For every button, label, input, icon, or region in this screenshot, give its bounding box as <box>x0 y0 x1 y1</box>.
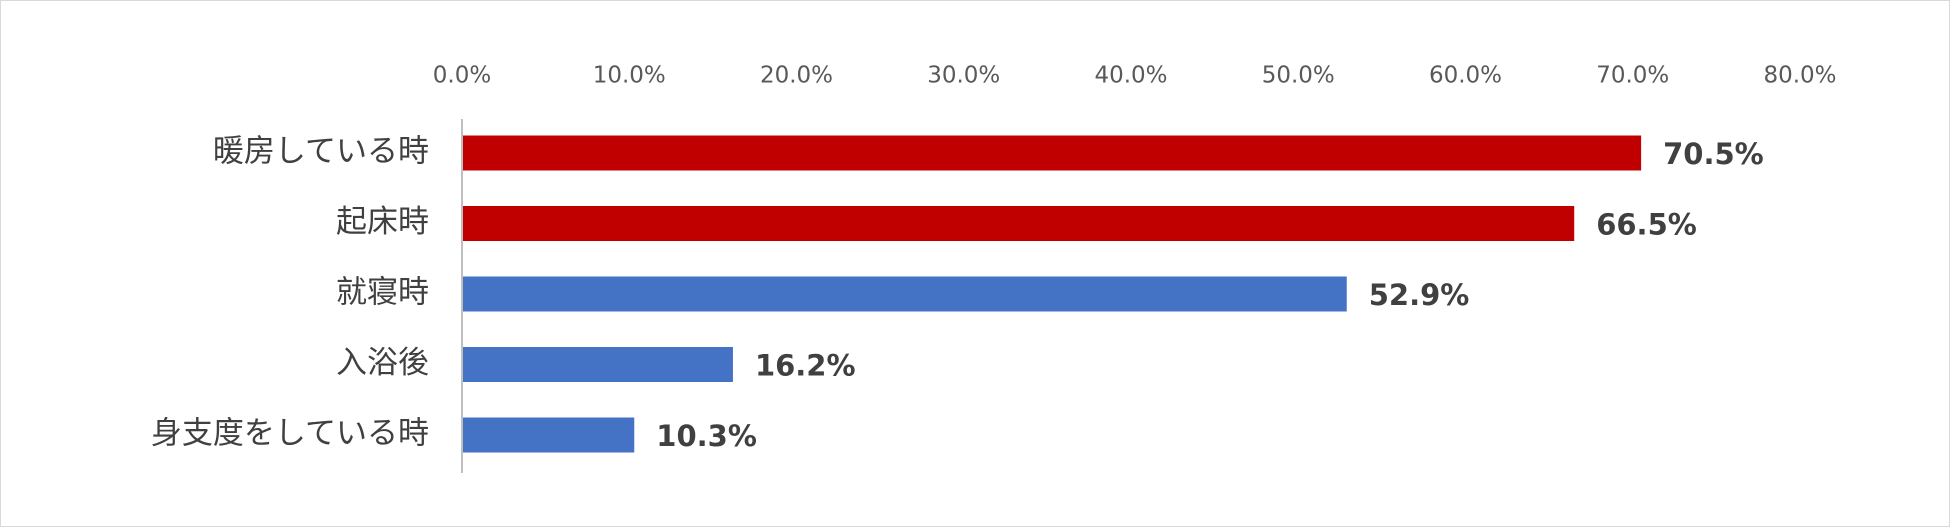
x-tick-label: 80.0% <box>1763 63 1836 89</box>
category-label: 身支度をしている時 <box>151 416 429 452</box>
x-tick-label: 50.0% <box>1262 63 1335 89</box>
x-tick-label: 70.0% <box>1596 63 1669 89</box>
bar <box>463 347 733 382</box>
category-label: 暖房している時 <box>213 134 429 170</box>
x-tick-label: 30.0% <box>927 63 1000 89</box>
x-tick-label: 20.0% <box>760 63 833 89</box>
category-label: 就寝時 <box>336 275 429 311</box>
x-tick-label: 40.0% <box>1094 63 1167 89</box>
data-label: 10.3% <box>656 419 757 453</box>
data-label: 70.5% <box>1663 137 1764 171</box>
data-label: 52.9% <box>1369 278 1470 312</box>
category-label: 起床時 <box>336 204 429 240</box>
x-tick-label: 60.0% <box>1429 63 1502 89</box>
x-axis-ticks: 0.0% 10.0% 20.0% 30.0% 40.0% 50.0% 60.0% 70.0% 8… <box>433 63 1837 89</box>
bars <box>463 135 1642 453</box>
bar <box>463 135 1642 171</box>
data-label: 16.2% <box>755 349 856 383</box>
x-tick-label: 0.0% <box>433 63 491 89</box>
category-label: 入浴後 <box>336 345 429 381</box>
bar <box>463 276 1347 312</box>
data-label: 66.5% <box>1596 208 1697 242</box>
bar <box>463 417 635 453</box>
x-tick-label: 10.0% <box>593 63 666 89</box>
bar <box>463 206 1575 241</box>
data-labels: 70.5% 66.5% 52.9% 16.2% 10.3% <box>656 137 1763 453</box>
